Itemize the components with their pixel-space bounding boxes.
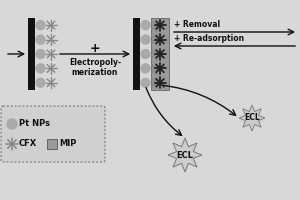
Text: ECL: ECL bbox=[244, 114, 260, 122]
Circle shape bbox=[36, 49, 45, 58]
Circle shape bbox=[7, 119, 17, 129]
Circle shape bbox=[141, 21, 150, 30]
Circle shape bbox=[36, 35, 45, 44]
Circle shape bbox=[141, 78, 150, 87]
Circle shape bbox=[141, 35, 150, 44]
Circle shape bbox=[141, 64, 150, 73]
Circle shape bbox=[141, 49, 150, 58]
Text: Pt NPs: Pt NPs bbox=[19, 119, 50, 129]
Text: + Re-adsorption: + Re-adsorption bbox=[174, 34, 244, 43]
Circle shape bbox=[36, 21, 45, 30]
Polygon shape bbox=[168, 138, 202, 172]
FancyBboxPatch shape bbox=[1, 106, 105, 162]
Text: Electropoly-
merization: Electropoly- merization bbox=[69, 58, 121, 77]
Circle shape bbox=[36, 64, 45, 73]
Text: MIP: MIP bbox=[59, 140, 76, 148]
Circle shape bbox=[36, 78, 45, 87]
Bar bbox=[133, 18, 140, 90]
Text: CFX: CFX bbox=[19, 140, 37, 148]
Text: + Removal: + Removal bbox=[174, 20, 220, 29]
Bar bbox=[28, 18, 35, 90]
Bar bbox=[47, 139, 57, 149]
Text: ECL: ECL bbox=[176, 150, 194, 160]
Text: +: + bbox=[90, 42, 100, 54]
Bar bbox=[151, 18, 169, 90]
Polygon shape bbox=[239, 105, 265, 131]
